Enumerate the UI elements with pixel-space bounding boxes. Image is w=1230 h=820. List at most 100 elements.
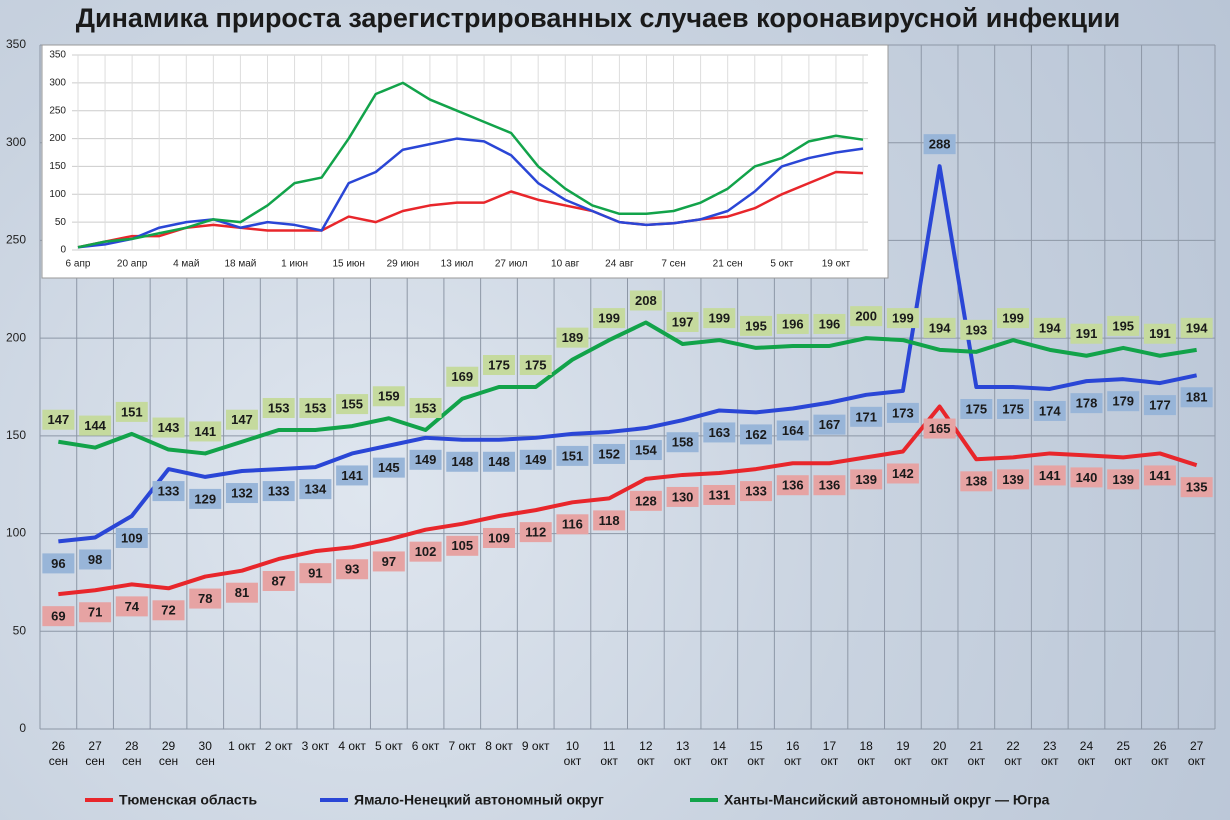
data-label-box: [79, 549, 112, 570]
y-tick-label: 0: [60, 245, 66, 256]
data-label-box: [776, 420, 809, 441]
data-label-box: [299, 479, 332, 500]
x-tick-label: 20 окт: [930, 739, 949, 768]
data-label: 196: [782, 316, 804, 331]
x-tick-label: 10 окт: [563, 739, 582, 768]
data-label: 102: [415, 544, 437, 559]
data-label: 148: [488, 454, 510, 469]
data-label-box: [813, 313, 846, 334]
data-label: 145: [378, 460, 400, 475]
data-label: 195: [1112, 318, 1134, 333]
data-label-box: [740, 481, 773, 502]
data-label: 167: [819, 417, 841, 432]
data-label: 87: [271, 573, 285, 588]
data-label: 69: [51, 609, 65, 624]
x-tick-label: 6 апр: [66, 259, 91, 270]
y-tick-label: 0: [19, 721, 26, 735]
data-label: 200: [855, 309, 877, 324]
x-tick-label: 13 июл: [441, 259, 474, 270]
data-label: 72: [161, 603, 175, 618]
y-tick-label: 150: [6, 428, 26, 442]
data-label: 138: [965, 474, 987, 489]
data-label-box: [336, 559, 369, 580]
data-label: 78: [198, 591, 212, 606]
data-label-box: [776, 475, 809, 496]
x-tick-label: 21 окт: [967, 739, 986, 768]
data-label-box: [372, 386, 405, 407]
data-label-box: [740, 315, 773, 336]
x-tick-label: 9 окт: [521, 739, 550, 753]
x-tick-label: 29 сен: [158, 739, 179, 768]
data-label: 195: [745, 318, 767, 333]
data-label-box: [1070, 393, 1103, 414]
data-label-box: [482, 527, 515, 548]
x-tick-label: 16 окт: [783, 739, 802, 768]
data-label: 97: [382, 554, 396, 569]
data-label: 116: [562, 517, 583, 532]
data-label: 173: [892, 405, 914, 420]
data-label: 175: [525, 357, 547, 372]
data-label-box: [225, 409, 258, 430]
data-label: 193: [965, 322, 987, 337]
data-label-box: [482, 355, 515, 375]
data-label: 131: [708, 487, 730, 502]
x-tick-label: 28 сен: [122, 739, 142, 768]
data-label: 135: [1186, 480, 1208, 495]
data-label: 152: [598, 446, 620, 461]
data-label-box: [189, 588, 222, 609]
y-tick-label: 300: [49, 77, 66, 88]
data-label: 151: [562, 448, 584, 463]
data-label: 109: [488, 530, 510, 545]
data-label: 133: [268, 484, 290, 499]
data-label: 74: [125, 599, 140, 614]
data-label: 141: [1039, 468, 1061, 483]
data-label-box: [519, 449, 552, 470]
legend-label: Ханты-Мансийский автономный округ — Югра: [724, 792, 1050, 808]
series-line: [58, 164, 1198, 544]
data-label-box: [1107, 391, 1140, 412]
x-tick-label: 18 май: [224, 259, 256, 270]
data-label-box: [1033, 465, 1066, 486]
x-tick-label: 4 окт: [338, 739, 366, 753]
data-label-box: [152, 417, 185, 438]
x-tick-label: 15 июн: [332, 259, 365, 270]
y-tick-label: 350: [49, 50, 66, 61]
x-tick-label: 23 окт: [1040, 739, 1059, 768]
data-label-box: [1180, 477, 1213, 498]
data-label: 162: [745, 427, 767, 442]
data-label-box: [262, 570, 295, 591]
data-label: 132: [231, 485, 253, 500]
data-label-box: [850, 406, 883, 427]
data-label: 171: [855, 409, 877, 424]
data-label: 175: [965, 401, 987, 416]
data-label-box: [776, 313, 809, 334]
data-label-box: [703, 308, 736, 329]
data-label-box: [299, 563, 332, 584]
data-label-box: [225, 582, 258, 603]
x-tick-label: 13 окт: [673, 739, 692, 768]
data-label-box: [336, 465, 369, 486]
data-label: 148: [451, 454, 473, 469]
x-tick-label: 27 июл: [495, 259, 528, 270]
data-label: 159: [378, 389, 400, 404]
data-label-box: [189, 488, 222, 509]
data-label-box: [1180, 317, 1213, 338]
data-label-box: [886, 308, 919, 329]
data-label-box: [997, 308, 1030, 329]
x-tick-label: 20 апр: [117, 259, 148, 270]
data-label-box: [189, 421, 222, 442]
data-label: 158: [672, 435, 694, 450]
data-label: 194: [929, 320, 951, 335]
data-label-box: [886, 463, 919, 484]
y-tick-label: 200: [49, 133, 66, 144]
data-label-box: [960, 319, 993, 340]
data-label: 71: [88, 605, 102, 620]
data-label: 136: [782, 478, 804, 493]
x-tick-label: 30 сен: [195, 739, 215, 768]
data-label: 177: [1149, 398, 1171, 413]
y-tick-label: 100: [6, 526, 26, 540]
x-tick-label: 22 окт: [1004, 739, 1022, 768]
data-label: 128: [635, 493, 657, 508]
data-label: 105: [451, 538, 473, 553]
